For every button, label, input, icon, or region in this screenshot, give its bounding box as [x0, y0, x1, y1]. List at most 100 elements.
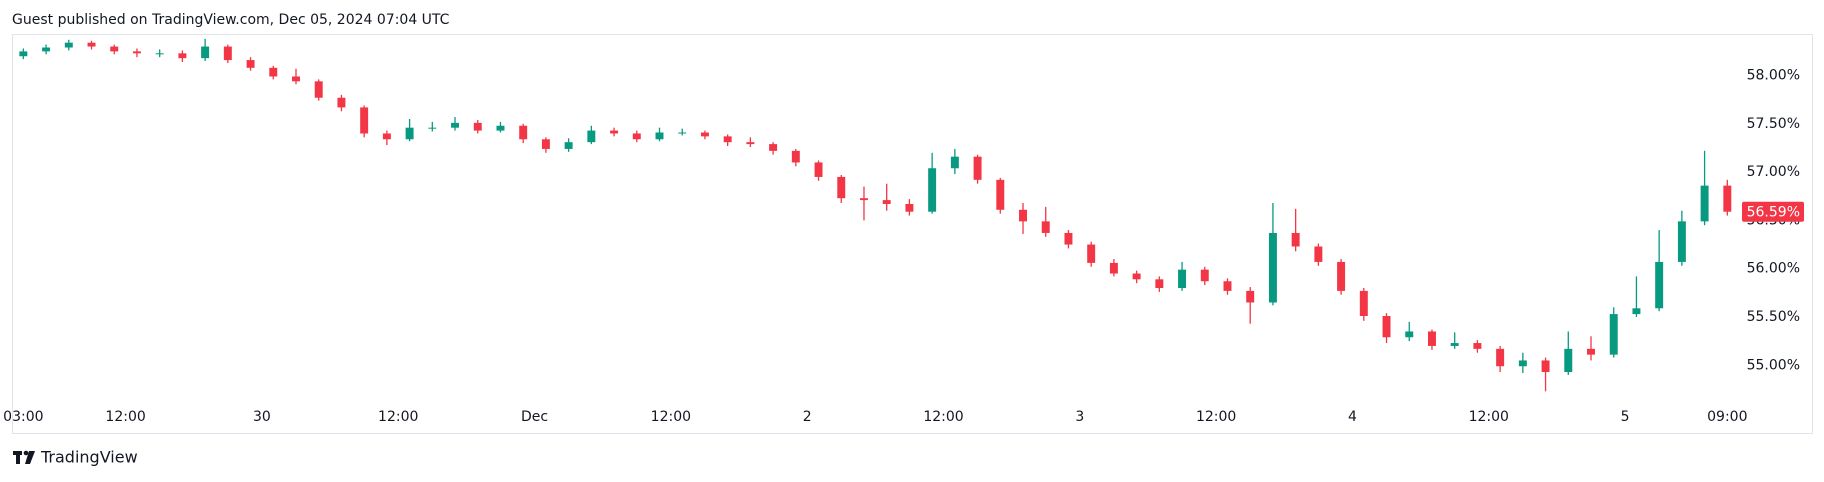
candle-body	[1518, 360, 1527, 367]
y-tick-label: 55.50%	[1747, 309, 1800, 325]
candle-body	[1314, 246, 1323, 262]
candle-body	[1291, 232, 1300, 247]
brand-name: TradingView	[40, 448, 138, 467]
header-text: Guest published on TradingView.com, Dec …	[12, 12, 450, 28]
candle-body	[1700, 185, 1709, 222]
candle-body	[1609, 314, 1618, 355]
chart-frame	[12, 34, 1813, 434]
candle-body	[1382, 316, 1391, 338]
candle-body	[155, 53, 164, 55]
candle-body	[1178, 269, 1187, 289]
candle-body	[428, 127, 437, 129]
candle-body	[360, 107, 369, 134]
candle-body	[1132, 273, 1141, 280]
candle-body	[201, 46, 210, 59]
x-tick-label: 12:00	[1196, 409, 1236, 425]
x-tick-label: 30	[253, 409, 271, 425]
candle-body	[314, 81, 323, 98]
candle-body	[1632, 308, 1641, 315]
candle-body	[587, 130, 596, 143]
candle-body	[42, 47, 51, 52]
candle-body	[700, 132, 709, 137]
y-tick-label: 57.50%	[1747, 116, 1800, 132]
x-tick-label: 4	[1348, 409, 1357, 425]
candle-body	[632, 133, 641, 140]
candle-body	[1109, 262, 1118, 274]
candle-body	[1359, 290, 1368, 317]
candle-body	[87, 42, 96, 47]
candle-body	[610, 130, 619, 134]
x-tick-label: 12:00	[1469, 409, 1509, 425]
candle-body	[178, 53, 187, 59]
candle-body	[1019, 209, 1027, 222]
candle-body	[1405, 331, 1414, 338]
y-tick-label: 57.00%	[1747, 164, 1800, 180]
candle-body	[678, 132, 687, 134]
candle-body	[64, 42, 73, 48]
candle-body	[405, 127, 414, 140]
candle-body	[1677, 221, 1686, 262]
x-tick-label: 09:00	[1707, 409, 1747, 425]
candle-body	[223, 46, 232, 61]
candle-body	[1087, 244, 1096, 263]
x-tick-label: 2	[803, 409, 812, 425]
candle-body	[1268, 232, 1277, 303]
x-tick-label: 12:00	[378, 409, 418, 425]
x-tick-label: 3	[1075, 409, 1084, 425]
candle-body	[519, 125, 528, 140]
candle-body	[1155, 279, 1164, 289]
y-tick-label: 58.00%	[1747, 68, 1800, 84]
candle-body	[723, 136, 732, 143]
candle-body	[1064, 232, 1073, 245]
candle-body	[973, 156, 982, 180]
candle-body	[837, 176, 846, 199]
candle-body	[791, 150, 800, 163]
candle-body	[1723, 185, 1732, 212]
candle-body	[1541, 360, 1550, 373]
candle-body	[382, 133, 391, 140]
candle-body	[269, 67, 278, 77]
candle-body	[451, 122, 460, 128]
candle-body	[496, 125, 505, 131]
candle-body	[1564, 348, 1573, 373]
candle-body	[905, 203, 914, 212]
candle-body	[1587, 348, 1595, 355]
candle-body	[292, 76, 300, 82]
candle-body	[110, 46, 119, 52]
candle-body	[1427, 331, 1436, 346]
candle-body	[950, 156, 959, 169]
x-tick-label: 03:00	[3, 409, 43, 425]
candle-body	[928, 168, 937, 212]
candle-body	[246, 60, 255, 68]
candle-body	[1655, 261, 1664, 309]
candle-body	[860, 198, 868, 201]
x-tick-label: 12:00	[923, 409, 963, 425]
x-tick-label: 5	[1621, 409, 1630, 425]
y-tick-label: 56.00%	[1747, 261, 1800, 277]
candle-body	[1450, 343, 1459, 346]
candle-body	[564, 142, 573, 149]
candle-body	[541, 139, 550, 149]
candle-body	[1337, 261, 1346, 291]
candle-body	[132, 51, 141, 54]
candle-body	[1200, 269, 1209, 282]
candle-body	[1041, 221, 1050, 233]
candle-body	[996, 179, 1005, 210]
candle-body	[473, 122, 482, 131]
candle-body	[1246, 290, 1255, 303]
candle-body	[769, 144, 778, 151]
x-tick-label: 12:00	[105, 409, 145, 425]
candle-body	[1223, 281, 1232, 291]
x-tick-label: Dec	[521, 409, 548, 425]
candle-body	[19, 51, 28, 57]
brand-logo	[13, 450, 35, 464]
candle-body	[337, 97, 346, 108]
candle-body	[1496, 348, 1505, 367]
candle-body	[814, 162, 823, 177]
last-price-label: 56.59%	[1747, 205, 1800, 221]
x-tick-label: 12:00	[651, 409, 691, 425]
candle-body	[882, 200, 891, 204]
candle-body	[746, 142, 755, 145]
candle-body	[655, 132, 664, 140]
